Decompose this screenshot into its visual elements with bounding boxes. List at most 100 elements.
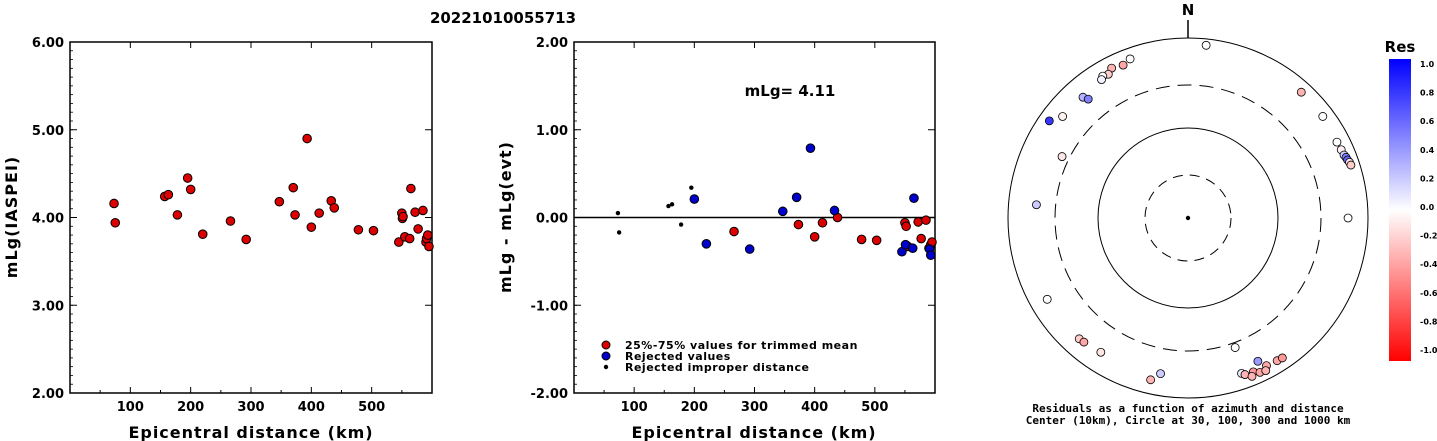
middle-data-point [829,205,840,216]
left-data-point [182,173,193,183]
left-data-point [185,184,196,195]
colorbar-tick-label: 0.6 [1420,117,1435,126]
legend-marker-improper [603,364,609,370]
polar-data-point [1343,213,1353,223]
left-data-point [197,229,208,239]
left-x-tick-label: 500 [358,400,385,415]
left-data-point [418,205,428,216]
middle-data-point [856,234,867,245]
middle-y-tick-label: 1.00 [536,124,568,139]
polar-data-point [1044,116,1054,126]
mlg-annotation: mLg= 4.11 [745,82,836,100]
colorbar-tick-label: 0.0 [1420,203,1435,212]
middle-y-tick-label: -2.00 [531,387,568,402]
polar-data-point [1201,40,1211,50]
left-data-point [398,211,408,222]
left-data-point [353,224,364,235]
colorbar-tick-label: 0.8 [1420,89,1435,98]
left-data-point [109,198,119,209]
middle-data-point [793,219,804,230]
middle-data-point [791,192,802,203]
polar-data-point [1118,60,1128,70]
left-data-point [329,203,340,213]
polar-caption-line2: Center (10km), Circle at 30, 100, 300 an… [1026,414,1351,427]
middle-data-point [916,233,926,244]
middle-x-tick-label: 400 [801,400,828,415]
middle-data-point [689,194,700,204]
ring-1000km [1007,37,1369,399]
left-y-axis-label: mLg(IASPEI) [2,156,21,278]
legend-label-trimmed: 25%-75% values for trimmed mean [625,339,858,352]
colorbar-tick-label: -0.6 [1420,289,1437,298]
colorbar-tick-label: -0.4 [1420,260,1437,269]
left-x-axis-label: Epicentral distance (km) [128,423,373,441]
middle-data-point [901,221,911,232]
middle-data-point [701,239,712,249]
left-data-point [424,241,434,252]
left-x-tick-label: 400 [298,400,325,415]
middle-y-tick-label: 2.00 [536,36,568,51]
middle-data-point [925,250,936,261]
middle-y-axis-label: mLg - mLg(evt) [496,141,515,293]
middle-y-tick-label: -1.00 [531,299,568,314]
middle-data-point [809,232,820,242]
middle-data-point [871,235,882,246]
left-data-point [314,208,324,218]
left-plot-frame [69,41,433,394]
left-data-point [306,222,317,232]
middle-x-tick-label: 500 [861,400,888,415]
middle-x-tick-label: 300 [741,400,768,415]
middle-data-point [817,217,828,228]
colorbar-tick-label: -0.8 [1420,317,1437,326]
middle-data-point [777,206,788,217]
panel-middle: 100 200 300 400 500 -2.00 -1.00 0.00 1.00 2.00 mL… [496,36,937,441]
left-y-tick-label: 5.00 [32,124,64,139]
left-data-point [163,189,174,200]
left-data-point [406,183,416,194]
polar-data-point [1058,112,1068,121]
middle-data-point [616,230,622,235]
ring-30km [1144,174,1232,262]
left-data-point [290,210,300,220]
left-data-point [394,237,404,247]
polar-data-point [1296,87,1306,97]
ring-100km [1097,127,1279,309]
polar-data-point [1032,200,1041,210]
left-x-tick-label: 200 [177,400,204,415]
middle-data-point [909,193,919,203]
polar-data-point [1042,294,1052,304]
colorbar: Res 1.0 0.8 0.6 0.4 0.2 0.0 -0.2 -0.4 -0.6 -0.8 -1… [1385,38,1437,361]
middle-x-tick-label: 100 [621,400,648,415]
panel-polar: N Residuals as a function of azimuth and… [1007,1,1369,427]
polar-data-point [1156,369,1165,379]
polar-data-point [1230,343,1240,352]
left-y-tick-label: 3.00 [32,299,64,314]
left-x-tick-label: 100 [117,400,144,415]
polar-data-point [1261,366,1271,376]
middle-data-point [729,226,739,237]
polar-data-point [1083,94,1093,104]
left-data-point [110,217,121,228]
middle-data-point [907,243,918,254]
colorbar-tick-label: -0.2 [1420,232,1437,241]
left-data-point [413,224,423,234]
left-data-point [368,225,379,236]
legend: 25%-75% values for trimmed mean Rejected… [601,339,858,374]
north-label: N [1182,1,1195,19]
middle-data-point [913,217,923,227]
legend-label-rejected: Rejected values [625,350,731,363]
middle-x-tick-label: 200 [681,400,708,415]
center-marker [1185,215,1191,221]
polar-data-point [1346,160,1356,170]
polar-data-point [1332,137,1342,147]
left-data-point [172,210,183,220]
polar-data-point [1125,54,1135,64]
middle-data-point [921,215,931,225]
left-data-point [302,133,312,144]
polar-data-point [1096,347,1106,357]
colorbar-tick-label: 0.4 [1420,146,1435,155]
ring-300km [1054,84,1322,352]
polar-caption-line1: Residuals as a function of azimuth and d… [1032,402,1344,415]
polar-data-point [1277,353,1287,363]
